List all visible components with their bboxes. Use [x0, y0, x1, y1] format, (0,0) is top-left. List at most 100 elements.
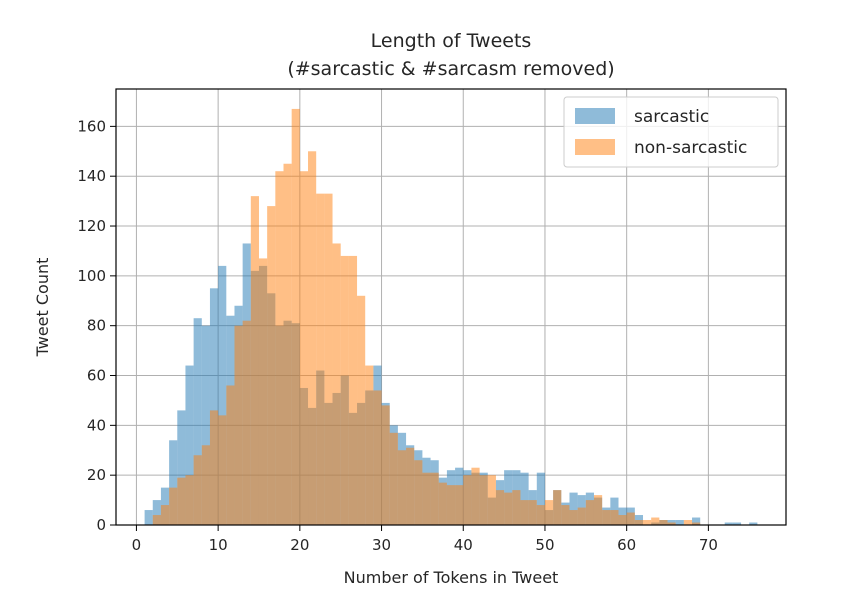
histogram-bar-non-sarcastic [626, 512, 635, 525]
histogram-bar-non-sarcastic [569, 510, 578, 525]
histogram-bar-non-sarcastic [348, 255, 358, 525]
x-tick-label: 60 [617, 536, 636, 554]
histogram-bar-non-sarcastic [308, 151, 317, 526]
y-tick-label: 160 [77, 117, 106, 135]
histogram-bar-non-sarcastic [234, 325, 243, 525]
legend-swatch-non-sarcastic [575, 139, 615, 155]
legend-swatch-sarcastic [575, 108, 615, 124]
y-tick-label: 140 [77, 167, 106, 185]
y-tick-label: 100 [77, 267, 106, 285]
histogram-bar-non-sarcastic [242, 320, 251, 525]
histogram-bar-non-sarcastic [193, 455, 202, 525]
histogram-bar-non-sarcastic [365, 365, 374, 525]
histogram-bar-non-sarcastic [593, 495, 603, 525]
histogram-bar-non-sarcastic [651, 517, 660, 525]
histogram-bar-non-sarcastic [585, 500, 594, 525]
histogram-bar-non-sarcastic [602, 510, 611, 525]
histogram-bar-sarcastic [536, 472, 545, 525]
histogram-bar-non-sarcastic [414, 460, 423, 525]
legend-label-non-sarcastic: non-sarcastic [634, 138, 747, 158]
series-non-sarcastic-bars [152, 108, 701, 526]
histogram-bar-non-sarcastic [152, 515, 161, 525]
x-tick-label: 30 [372, 536, 391, 554]
histogram-bar-non-sarcastic [455, 485, 464, 525]
x-tick-label: 20 [290, 536, 309, 554]
histogram-bar-non-sarcastic [185, 475, 194, 525]
x-tick-label: 0 [132, 536, 142, 554]
x-tick-label: 40 [454, 536, 473, 554]
x-tick-label: 50 [535, 536, 554, 554]
legend: sarcastic non-sarcastic [563, 96, 779, 168]
chart-subtitle: (#sarcastic & #sarcasm removed) [287, 58, 614, 80]
histogram-bar-sarcastic [218, 265, 227, 525]
histogram-bar-non-sarcastic [160, 505, 170, 525]
histogram-bar-non-sarcastic [479, 475, 488, 525]
histogram-bar-sarcastic [201, 325, 210, 525]
chart-title: Length of Tweets [371, 30, 532, 52]
histogram-bar-non-sarcastic [487, 475, 496, 525]
histogram-bar-non-sarcastic [267, 206, 276, 525]
histogram-bar-non-sarcastic [316, 193, 325, 525]
histogram-bar-non-sarcastic [373, 390, 382, 525]
legend-label-sarcastic: sarcastic [634, 107, 709, 127]
histogram-bar-non-sarcastic [504, 492, 513, 525]
histogram-bar-non-sarcastic [536, 505, 545, 525]
histogram-bar-sarcastic [692, 517, 701, 525]
plot-frame [115, 88, 787, 526]
histogram-bar-non-sarcastic [332, 243, 341, 525]
x-tick-label: 70 [699, 536, 718, 554]
histogram-bar-non-sarcastic [283, 163, 292, 525]
y-tick-label: 20 [87, 466, 106, 484]
histogram-bar-non-sarcastic [299, 171, 309, 525]
histogram-bar-non-sarcastic [512, 490, 521, 525]
histogram-bar-sarcastic [749, 522, 758, 525]
histogram-bar-non-sarcastic [275, 171, 284, 525]
histogram-bar-non-sarcastic [177, 477, 186, 525]
histogram-bar-non-sarcastic [667, 522, 676, 525]
histogram-bar-sarcastic [209, 288, 219, 525]
histogram-bar-non-sarcastic [357, 295, 366, 525]
histogram-bar-non-sarcastic [397, 450, 407, 525]
histogram-bar-non-sarcastic [561, 505, 570, 525]
histogram-bar-non-sarcastic [291, 108, 300, 525]
histogram-bar-sarcastic [193, 318, 202, 525]
histogram-bar-non-sarcastic [250, 196, 259, 526]
histogram-bar-non-sarcastic [430, 472, 439, 525]
histogram-bar-non-sarcastic [446, 485, 456, 525]
histogram-bar-sarcastic [152, 500, 161, 525]
histogram-bar-non-sarcastic [218, 415, 227, 525]
histogram-bar-non-sarcastic [381, 405, 390, 525]
histogram-bar-non-sarcastic [463, 475, 472, 525]
y-tick-label: 40 [87, 416, 106, 434]
x-tick-label: 10 [209, 536, 228, 554]
histogram-bar-non-sarcastic [520, 500, 529, 525]
histogram-bar-sarcastic [724, 522, 733, 525]
histogram-bar-sarcastic [675, 520, 684, 525]
y-axis-label: Tweet Count [33, 258, 52, 358]
histogram-bar-non-sarcastic [553, 490, 562, 525]
histogram-bar-non-sarcastic [610, 510, 619, 525]
histogram-bar-non-sarcastic [438, 482, 447, 525]
histogram-bar-sarcastic [569, 492, 578, 525]
histogram-bar-non-sarcastic [324, 193, 333, 525]
histogram-bar-non-sarcastic [659, 520, 668, 525]
histogram-bar-non-sarcastic [634, 520, 644, 525]
histogram-bar-sarcastic [185, 365, 194, 525]
y-tick-label: 120 [77, 217, 106, 235]
x-axis-label: Number of Tokens in Tweet [344, 568, 559, 587]
histogram-bar-non-sarcastic [471, 467, 480, 525]
histogram-bar-non-sarcastic [406, 447, 415, 525]
histogram-bar-sarcastic [169, 440, 178, 525]
histogram-bar-sarcastic [144, 510, 153, 525]
histogram-bar-non-sarcastic [528, 500, 537, 525]
histogram-bar-non-sarcastic [495, 490, 505, 525]
histogram-bar-non-sarcastic [692, 522, 701, 525]
histogram-bar-non-sarcastic [389, 432, 398, 525]
histogram-bar-non-sarcastic [577, 507, 586, 525]
histogram-bar-sarcastic [177, 410, 186, 525]
histogram-bar-non-sarcastic [618, 515, 627, 525]
legend-box [563, 96, 779, 168]
histogram-bar-non-sarcastic [643, 520, 652, 525]
histogram-bar-non-sarcastic [209, 410, 219, 525]
